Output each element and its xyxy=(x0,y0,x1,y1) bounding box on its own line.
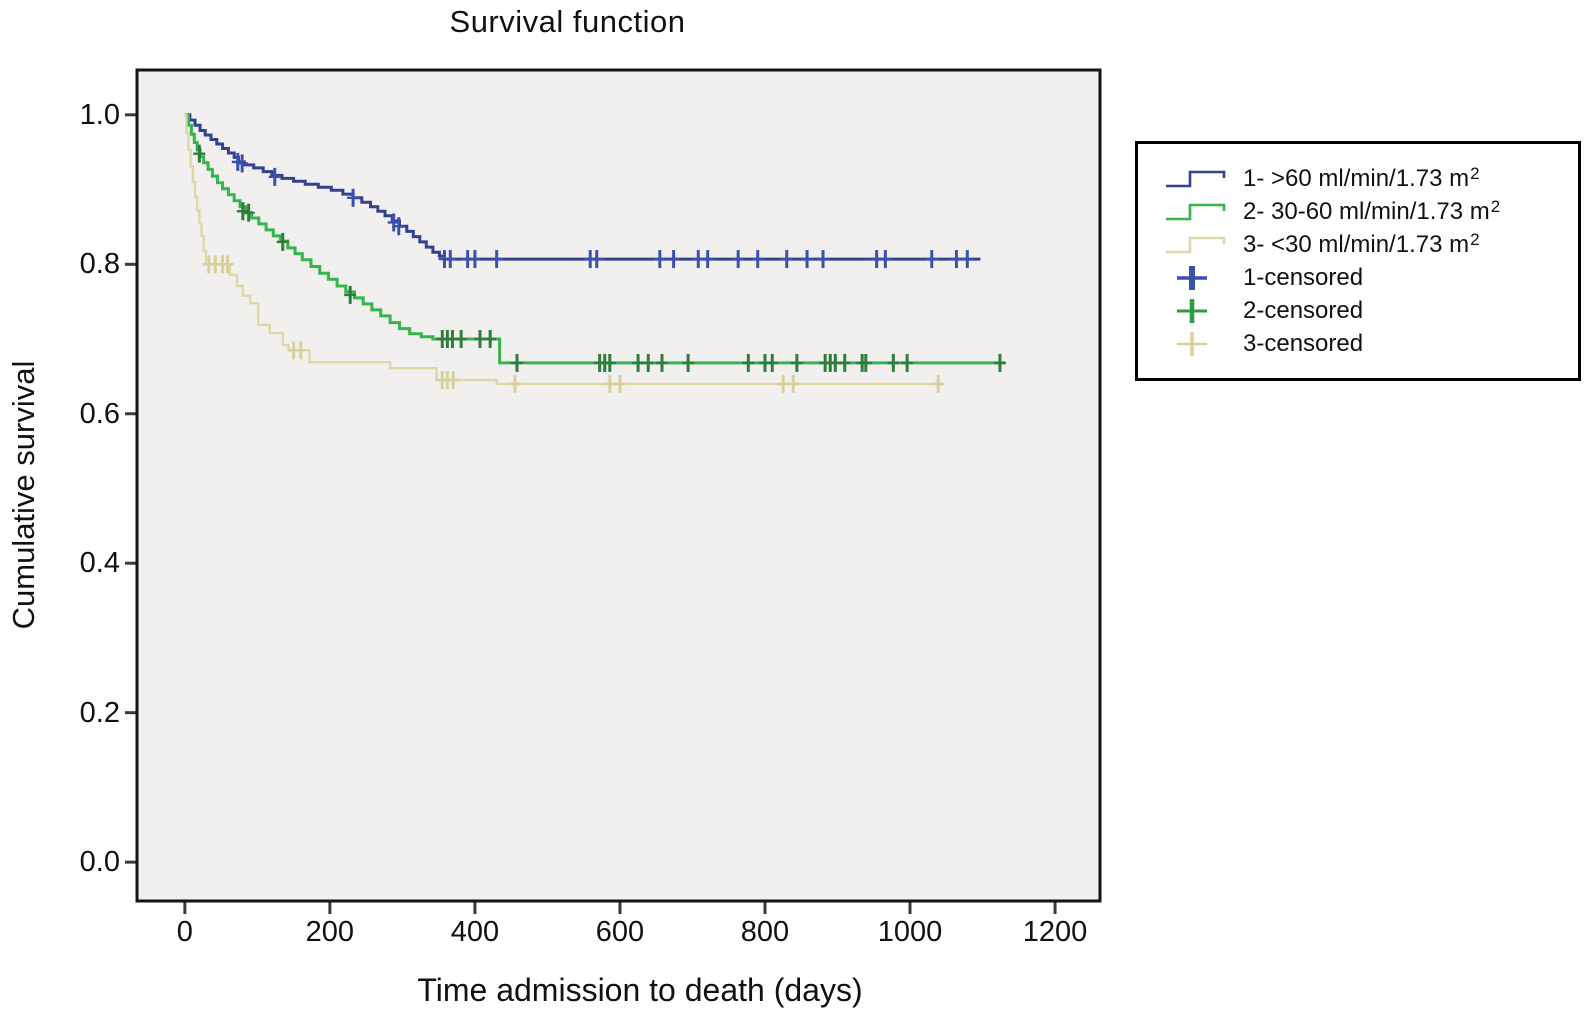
x-tick-label: 800 xyxy=(740,916,790,948)
chart-title: Survival function xyxy=(449,4,686,39)
x-tick-label: 400 xyxy=(450,916,500,948)
y-tick-label: 0.2 xyxy=(79,696,120,729)
x-tick-label: 1200 xyxy=(1022,916,1088,948)
y-tick-label: 0.4 xyxy=(79,547,120,580)
y-tick-label: 1.0 xyxy=(79,98,120,131)
legend: 1- >60 ml/min/1.73 m2 2- 30-60 ml/min/1.… xyxy=(1135,141,1581,381)
legend-item-label: 3-censored xyxy=(1243,329,1364,357)
step-line-icon xyxy=(1166,236,1226,253)
plus-icon xyxy=(1177,331,1207,356)
legend-item-label: 3- <30 ml/min/1.73 m2 xyxy=(1243,229,1480,258)
legend-item-label: 2- 30-60 ml/min/1.73 m2 xyxy=(1243,196,1501,225)
legend-item-label: 1- >60 ml/min/1.73 m2 xyxy=(1243,163,1480,192)
legend-item-censored1: 1-censored xyxy=(1162,261,1578,294)
plus-icon xyxy=(1177,298,1207,323)
x-tick-label: 600 xyxy=(595,916,645,948)
x-tick-label: 200 xyxy=(305,916,355,948)
legend-item-label: 1-censored xyxy=(1243,263,1364,291)
y-tick-label: 0.6 xyxy=(79,397,120,430)
x-tick-label: 0 xyxy=(176,916,193,948)
legend-item-group2: 2- 30-60 ml/min/1.73 m2 xyxy=(1162,195,1578,228)
step-line-icon xyxy=(1166,203,1226,220)
step-line-icon xyxy=(1166,170,1226,187)
plus-icon xyxy=(1177,265,1207,290)
legend-item-label: 2-censored xyxy=(1243,296,1364,324)
y-tick-label: 0.0 xyxy=(79,846,120,879)
legend-item-censored3: 3-censored xyxy=(1162,327,1578,360)
legend-item-censored2: 2-censored xyxy=(1162,294,1578,327)
legend-item-group1: 1- >60 ml/min/1.73 m2 xyxy=(1162,162,1578,195)
legend-item-group3: 3- <30 ml/min/1.73 m2 xyxy=(1162,228,1578,261)
x-axis-label: Time admission to death (days) xyxy=(417,972,863,1008)
y-tick-label: 0.8 xyxy=(79,248,120,281)
x-tick-label: 1000 xyxy=(877,916,943,948)
